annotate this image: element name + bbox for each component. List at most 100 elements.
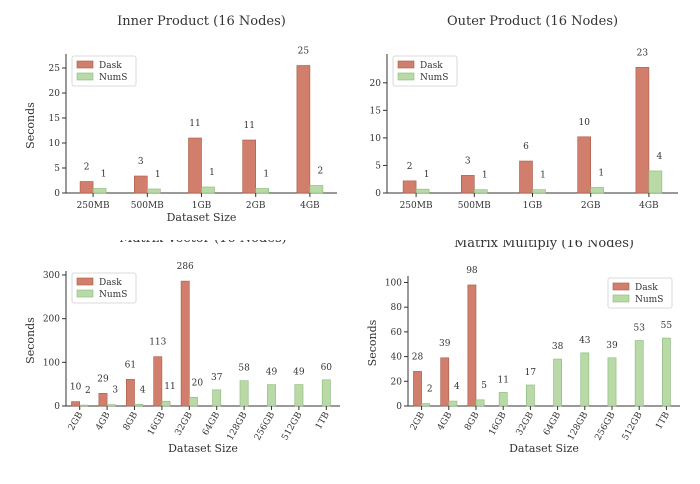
nums-bar (309, 185, 324, 194)
legend-label-nums: NumS (635, 295, 663, 305)
legend-swatch-nums (76, 289, 94, 298)
x-tick-label: 1GB (192, 201, 212, 211)
nums-bar (267, 384, 276, 407)
nums-value-label: 60 (321, 363, 333, 373)
x-tick-label: 1TB (314, 410, 332, 431)
dask-bar (440, 357, 450, 407)
dask-bar (98, 393, 108, 407)
y-tick-label: 5 (375, 161, 381, 171)
dask-bar (188, 137, 202, 194)
dask-bar (242, 139, 256, 194)
chart-title: Matrix Vector (16 Nodes) (119, 240, 286, 246)
x-tick-label: 64GB (542, 410, 563, 437)
nums-value-label: 1 (101, 170, 107, 180)
dask-bar (125, 379, 135, 407)
x-tick-label: 256GB (593, 410, 617, 442)
chart-title: Matrix Multiply (16 Nodes) (454, 240, 634, 251)
x-tick-label: 32GB (174, 410, 195, 437)
nums-bar (526, 384, 535, 407)
nums-bar (201, 186, 215, 194)
nums-value-label: 4 (657, 152, 663, 162)
nums-value-label: 4 (454, 382, 460, 392)
nums-bar (474, 189, 488, 194)
nums-value-label: 3 (112, 386, 118, 396)
nums-value-label: 49 (293, 368, 305, 378)
x-tick-label: 2GB (246, 201, 266, 211)
nums-bar (92, 188, 107, 194)
chart-panel-3: Matrix Vector (16 Nodes) 0 100 200 300 Second… (0, 231, 350, 480)
nums-value-label: 53 (633, 324, 645, 334)
nums-bar (415, 188, 430, 194)
nums-bar (79, 404, 89, 407)
nums-bar (553, 358, 562, 407)
y-tick-label: 20 (391, 377, 403, 387)
dask-value-label: 3 (465, 156, 471, 166)
chart-svg: Matrix Multiply (16 Nodes) 0 20 40 60 80 100 Se… (366, 236, 680, 455)
nums-value-label: 1 (155, 170, 161, 180)
x-tick-label: 512GB (621, 410, 645, 442)
chart-title: Inner Product (16 Nodes) (117, 14, 286, 29)
x-tick-label: 8GB (463, 410, 482, 432)
x-tick-label: 250MB (77, 201, 110, 211)
nums-value-label: 43 (579, 336, 591, 346)
dask-bar (180, 280, 190, 407)
nums-value-label: 4 (140, 385, 146, 395)
chart-svg: Outer Product (16 Nodes) 0 5 10 15 20 2 1 250MB 3… (370, 14, 678, 211)
y-tick-label: 80 (391, 303, 403, 313)
dask-value-label: 29 (97, 374, 109, 384)
nums-bar (147, 188, 161, 194)
nums-bar (590, 187, 604, 194)
chart-svg: Inner Product (16 Nodes) 0 5 10 15 20 25 Second… (24, 14, 337, 224)
y-tick-label: 100 (385, 278, 402, 288)
nums-value-label: 1 (209, 168, 215, 178)
dask-value-label: 61 (125, 360, 136, 370)
y-tick-label: 0 (375, 189, 381, 199)
dask-value-label: 10 (70, 383, 82, 393)
nums-bar (189, 396, 198, 407)
x-tick-label: 1GB (523, 201, 543, 211)
y-tick-label: 300 (43, 271, 60, 281)
nums-value-label: 1 (482, 171, 488, 181)
dask-bar (413, 371, 422, 407)
nums-value-label: 2 (85, 386, 91, 396)
x-tick-label: 1TB (654, 410, 672, 431)
nums-value-label: 2 (318, 167, 324, 177)
legend-swatch-dask (612, 282, 630, 291)
chart-svg: Matrix Vector (16 Nodes) 0 100 200 300 Second… (24, 231, 340, 455)
dask-value-label: 25 (298, 47, 310, 57)
nums-value-label: 39 (606, 341, 618, 351)
legend-swatch-nums (612, 294, 630, 303)
dask-bar (577, 136, 591, 194)
legend-swatch-dask (76, 277, 94, 286)
nums-bar (634, 340, 644, 407)
nums-value-label: 38 (552, 342, 564, 352)
x-axis-label: Dataset Size (168, 442, 238, 455)
legend-swatch-dask (397, 60, 415, 69)
x-tick-label: 16GB (488, 410, 509, 437)
dask-bar (402, 180, 417, 194)
legend-label-nums: NumS (99, 73, 127, 83)
y-tick-label: 60 (391, 328, 403, 338)
nums-bar (321, 379, 331, 407)
nums-bar (255, 188, 269, 194)
y-tick-label: 0 (54, 402, 60, 412)
x-axis-label: Dataset Size (509, 442, 579, 455)
y-tick-label: 10 (370, 134, 382, 144)
x-tick-label: 128GB (226, 410, 250, 442)
chart-panel-2: Outer Product (16 Nodes) 0 5 10 15 20 2 1 250MB 3… (350, 0, 700, 235)
nums-bar (294, 384, 304, 407)
nums-value-label: 1 (540, 171, 546, 181)
dask-value-label: 23 (637, 48, 649, 58)
legend-label-dask: Dask (99, 61, 122, 71)
dask-value-label: 3 (138, 157, 144, 167)
x-tick-label: 4GB (300, 201, 320, 211)
nums-value-label: 17 (525, 368, 537, 378)
x-tick-label: 500MB (458, 201, 491, 211)
nums-bar (498, 392, 508, 407)
dask-value-label: 11 (189, 119, 200, 129)
x-tick-label: 2GB (581, 201, 601, 211)
x-tick-label: 256GB (253, 410, 277, 442)
dask-value-label: 2 (84, 163, 90, 173)
y-tick-label: 100 (43, 358, 60, 368)
